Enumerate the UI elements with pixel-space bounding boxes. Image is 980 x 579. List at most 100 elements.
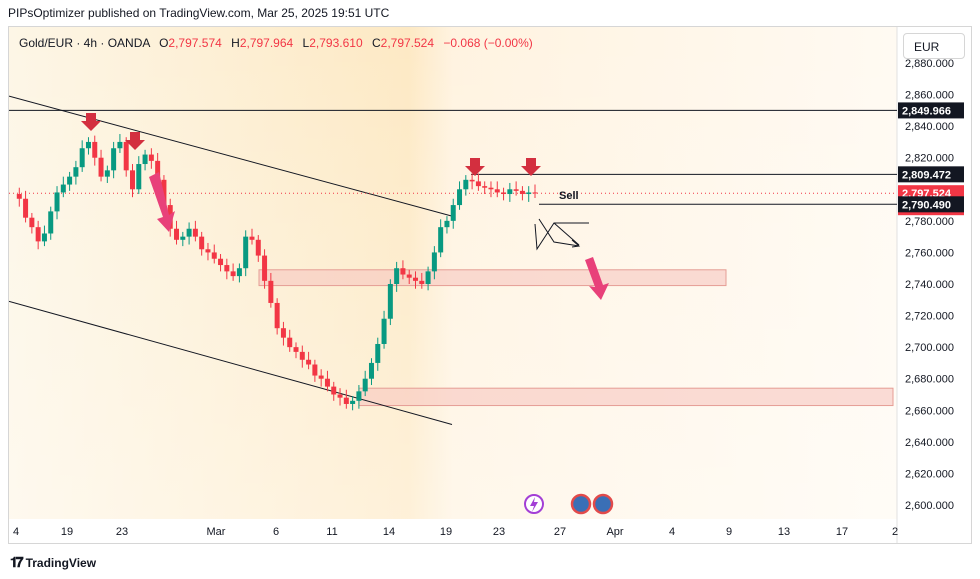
candle[interactable] bbox=[249, 236, 255, 240]
economic-event-icon[interactable] bbox=[570, 493, 592, 515]
candle[interactable] bbox=[268, 280, 274, 303]
candle[interactable] bbox=[400, 268, 406, 275]
candle[interactable] bbox=[482, 186, 488, 188]
demand-zone[interactable] bbox=[258, 269, 727, 287]
candle[interactable] bbox=[368, 362, 374, 379]
pink-arrow-icon[interactable] bbox=[585, 257, 609, 300]
candle[interactable] bbox=[463, 179, 469, 190]
candle[interactable] bbox=[431, 252, 437, 272]
projection-path[interactable] bbox=[534, 222, 589, 251]
candle[interactable] bbox=[54, 192, 60, 212]
candle[interactable] bbox=[331, 386, 337, 395]
candle[interactable] bbox=[205, 249, 211, 253]
candle[interactable] bbox=[211, 252, 217, 259]
candle[interactable] bbox=[362, 378, 368, 392]
candle[interactable] bbox=[16, 194, 22, 199]
candle[interactable] bbox=[85, 141, 91, 149]
candle[interactable] bbox=[306, 359, 312, 365]
candle[interactable] bbox=[457, 189, 463, 206]
candle[interactable] bbox=[494, 189, 500, 193]
candle[interactable] bbox=[413, 277, 419, 281]
down-arrow-icon[interactable] bbox=[81, 113, 101, 131]
candle[interactable] bbox=[532, 192, 538, 194]
candle[interactable] bbox=[501, 192, 507, 195]
candle[interactable] bbox=[180, 236, 186, 240]
candle[interactable] bbox=[129, 170, 135, 190]
price-level-label[interactable] bbox=[898, 102, 964, 119]
candle[interactable] bbox=[174, 228, 180, 240]
candle[interactable] bbox=[29, 217, 35, 228]
candle[interactable] bbox=[425, 271, 431, 284]
price-level-label[interactable] bbox=[898, 166, 964, 183]
candle[interactable] bbox=[318, 375, 324, 379]
candle[interactable] bbox=[450, 205, 456, 221]
candle[interactable] bbox=[394, 268, 400, 284]
pink-arrow-icon[interactable] bbox=[149, 172, 175, 232]
candle[interactable] bbox=[35, 227, 41, 242]
candle[interactable] bbox=[513, 189, 519, 191]
candle[interactable] bbox=[287, 337, 293, 348]
demand-zone[interactable] bbox=[358, 387, 894, 407]
candle[interactable] bbox=[161, 179, 167, 206]
price-chart[interactable]: Sell 2,880.000 2,860.000 2,840.000 2,820.000… bbox=[9, 27, 972, 544]
candle[interactable] bbox=[230, 271, 236, 277]
candle[interactable] bbox=[142, 154, 148, 165]
candle[interactable] bbox=[98, 157, 104, 177]
candle[interactable] bbox=[337, 394, 343, 398]
economic-event-icon[interactable] bbox=[592, 493, 614, 515]
candle[interactable] bbox=[186, 228, 192, 237]
candle[interactable] bbox=[79, 148, 85, 168]
candle[interactable] bbox=[274, 302, 280, 329]
candle[interactable] bbox=[419, 280, 425, 284]
candle[interactable] bbox=[236, 268, 242, 277]
candle[interactable] bbox=[406, 274, 412, 278]
candle[interactable] bbox=[387, 284, 393, 319]
candle[interactable] bbox=[469, 179, 475, 182]
candle[interactable] bbox=[375, 343, 381, 363]
candle[interactable] bbox=[519, 190, 525, 195]
tradingview-logo[interactable]: 𝟏𝟕 TradingView bbox=[10, 554, 96, 571]
candle[interactable] bbox=[475, 181, 481, 187]
currency-button[interactable]: EUR bbox=[903, 33, 965, 59]
candle[interactable] bbox=[255, 239, 261, 256]
candle[interactable] bbox=[60, 184, 66, 193]
candle[interactable] bbox=[148, 154, 154, 161]
price-level-label[interactable] bbox=[898, 196, 964, 213]
candle[interactable] bbox=[526, 192, 532, 195]
down-arrow-icon[interactable] bbox=[125, 132, 145, 150]
candle[interactable] bbox=[67, 176, 73, 185]
channel-lower-line[interactable] bbox=[9, 300, 453, 425]
candle[interactable] bbox=[23, 198, 29, 218]
candle[interactable] bbox=[350, 400, 356, 404]
candle[interactable] bbox=[356, 391, 362, 401]
candle[interactable] bbox=[488, 187, 494, 190]
candle[interactable] bbox=[48, 211, 54, 234]
time-axis[interactable] bbox=[9, 519, 897, 544]
candle[interactable] bbox=[280, 328, 286, 338]
channel-upper-line[interactable] bbox=[9, 95, 453, 217]
candle[interactable] bbox=[123, 141, 129, 171]
candle[interactable] bbox=[136, 164, 142, 190]
candle[interactable] bbox=[444, 220, 450, 228]
candle[interactable] bbox=[224, 265, 230, 272]
candle[interactable] bbox=[343, 397, 349, 404]
candle[interactable] bbox=[117, 141, 123, 149]
candle[interactable] bbox=[324, 378, 330, 387]
candle[interactable] bbox=[312, 364, 318, 376]
candle[interactable] bbox=[104, 170, 110, 177]
candle[interactable] bbox=[92, 141, 98, 158]
down-arrow-icon[interactable] bbox=[465, 158, 485, 176]
candle[interactable] bbox=[381, 318, 387, 344]
down-arrow-icon[interactable] bbox=[521, 158, 541, 176]
candle[interactable] bbox=[73, 167, 79, 177]
candle[interactable] bbox=[111, 148, 117, 171]
candle[interactable] bbox=[299, 351, 305, 360]
symbol-name[interactable]: Gold/EUR · 4h · OANDA bbox=[19, 36, 150, 50]
candle[interactable] bbox=[507, 189, 513, 195]
candle[interactable] bbox=[199, 236, 205, 250]
candle[interactable] bbox=[218, 258, 224, 266]
candle[interactable] bbox=[41, 233, 47, 242]
candle[interactable] bbox=[192, 228, 198, 237]
candle[interactable] bbox=[293, 347, 299, 352]
chart-panel[interactable]: Sell 2,880.000 2,860.000 2,840.000 2,820.000… bbox=[8, 26, 972, 544]
